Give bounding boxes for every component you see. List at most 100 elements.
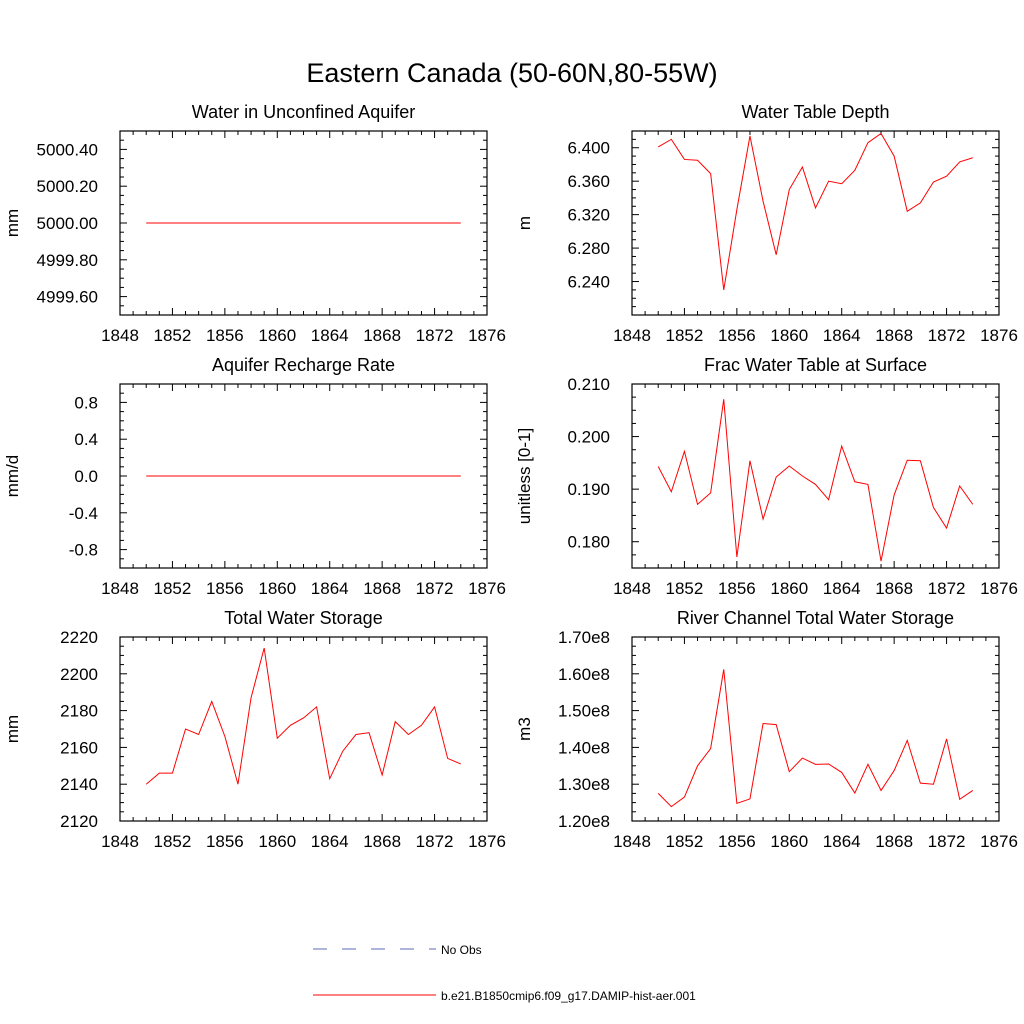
y-tick-label: 2180 (60, 702, 98, 721)
y-tick-label: 5000.00 (37, 214, 98, 233)
y-tick-label: 1.40e8 (558, 738, 610, 757)
x-tick-label: 1864 (311, 326, 349, 345)
y-tick-label: 2200 (60, 665, 98, 684)
y-tick-label: 5000.20 (37, 177, 98, 196)
y-tick-label: 0.190 (567, 480, 610, 499)
panel-3: Aquifer Recharge Rate 1848 1852 1856 1860 186… (3, 355, 506, 598)
x-tick-label: 1868 (875, 832, 913, 851)
figure-title: Eastern Canada (50-60N,80-55W) (306, 58, 717, 88)
y-tick-label: 2220 (60, 628, 98, 647)
x-tick-label: 1852 (154, 326, 192, 345)
y-tick-label: 0.200 (567, 428, 610, 447)
x-tick-label: 1872 (928, 579, 966, 598)
panel-title: Aquifer Recharge Rate (212, 355, 395, 375)
y-tick-label: 2120 (60, 812, 98, 831)
y-tick-label: 6.400 (567, 139, 610, 158)
panel-5: Total Water Storage 1848 1852 1856 1860 1864 1… (3, 608, 506, 851)
x-tick-label: 1860 (770, 326, 808, 345)
y-tick-label: 6.360 (567, 172, 610, 191)
x-tick-label: 1876 (980, 832, 1018, 851)
x-tick-label: 1860 (258, 832, 296, 851)
x-tick-label: 1864 (311, 832, 349, 851)
y-tick-label: 4999.60 (37, 288, 98, 307)
y-tick-label: 0.8 (74, 393, 98, 412)
y-axis-label: m3 (515, 717, 534, 741)
x-tick-label: 1860 (258, 326, 296, 345)
x-tick-label: 1856 (718, 832, 756, 851)
x-tick-label: 1872 (928, 326, 966, 345)
y-tick-label: 2140 (60, 775, 98, 794)
x-tick-label: 1876 (980, 579, 1018, 598)
x-tick-label: 1876 (468, 832, 506, 851)
x-tick-label: 1876 (980, 326, 1018, 345)
series-line (657, 399, 974, 562)
y-tick-label: 0.4 (74, 430, 98, 449)
x-tick-label: 1860 (770, 832, 808, 851)
y-axis-label: mm (3, 715, 22, 743)
x-tick-label: 1864 (823, 832, 861, 851)
x-tick-label: 1864 (311, 579, 349, 598)
x-tick-label: 1848 (613, 579, 651, 598)
panel-title: Total Water Storage (224, 608, 382, 628)
y-tick-label: 6.320 (567, 206, 610, 225)
x-tick-label: 1868 (363, 326, 401, 345)
y-tick-label: -0.4 (69, 504, 98, 523)
panel-title: Water Table Depth (741, 102, 889, 122)
y-tick-label: 6.280 (567, 239, 610, 258)
panel-1: Water in Unconfined Aquifer 1848 1852 1856 1… (3, 102, 506, 345)
legend-label-model: b.e21.B1850cmip6.f09_g17.DAMIP-hist-aer.… (441, 989, 696, 1003)
x-tick-label: 1868 (363, 832, 401, 851)
x-tick-label: 1860 (258, 579, 296, 598)
panel-2: Water Table Depth 1848 1852 1856 1860 1864 186… (515, 102, 1018, 345)
series-line (657, 669, 974, 808)
x-tick-label: 1872 (928, 832, 966, 851)
x-tick-label: 1848 (613, 832, 651, 851)
y-axis-label: mm (3, 209, 22, 237)
y-tick-label: 1.70e8 (558, 628, 610, 647)
y-tick-label: 1.60e8 (558, 665, 610, 684)
panel-title: Frac Water Table at Surface (704, 355, 927, 375)
x-tick-label: 1856 (206, 832, 244, 851)
panels: Water in Unconfined Aquifer 1848 1852 1856 1… (3, 102, 1018, 851)
y-tick-label: 1.30e8 (558, 775, 610, 794)
x-tick-label: 1876 (468, 326, 506, 345)
y-tick-label: 0.0 (74, 467, 98, 486)
x-tick-label: 1848 (101, 579, 139, 598)
y-tick-label: 5000.40 (37, 140, 98, 159)
legend-label-no-obs: No Obs (441, 943, 482, 957)
x-tick-label: 1852 (666, 579, 704, 598)
x-tick-label: 1852 (154, 579, 192, 598)
y-tick-label: 2160 (60, 738, 98, 757)
x-tick-label: 1872 (416, 326, 454, 345)
x-tick-label: 1852 (666, 326, 704, 345)
y-tick-label: 6.240 (567, 273, 610, 292)
x-tick-label: 1872 (416, 579, 454, 598)
series-line (145, 647, 461, 785)
y-tick-label: 4999.80 (37, 251, 98, 270)
x-tick-label: 1848 (613, 326, 651, 345)
series-line (657, 132, 973, 290)
x-tick-label: 1856 (206, 326, 244, 345)
panel-6: River Channel Total Water Storage 1848 185… (515, 608, 1018, 851)
panel-title: Water in Unconfined Aquifer (192, 102, 415, 122)
x-tick-label: 1852 (666, 832, 704, 851)
y-tick-label: 1.50e8 (558, 702, 610, 721)
x-tick-label: 1872 (416, 832, 454, 851)
x-tick-label: 1856 (718, 326, 756, 345)
x-tick-label: 1852 (154, 832, 192, 851)
legend: No Obs b.e21.B1850cmip6.f09_g17.DAMIP-hi… (313, 943, 696, 1003)
y-axis-label: m (515, 216, 534, 230)
y-tick-label: -0.8 (69, 541, 98, 560)
x-tick-label: 1876 (468, 579, 506, 598)
x-tick-label: 1868 (875, 326, 913, 345)
panel-4: Frac Water Table at Surface 1848 1852 1856 1… (515, 355, 1018, 598)
x-tick-label: 1864 (823, 579, 861, 598)
panel-title: River Channel Total Water Storage (677, 608, 954, 628)
y-axis-label: mm/d (3, 455, 22, 498)
x-tick-label: 1868 (363, 579, 401, 598)
y-tick-label: 0.180 (567, 533, 610, 552)
x-tick-label: 1856 (718, 579, 756, 598)
x-tick-label: 1848 (101, 832, 139, 851)
